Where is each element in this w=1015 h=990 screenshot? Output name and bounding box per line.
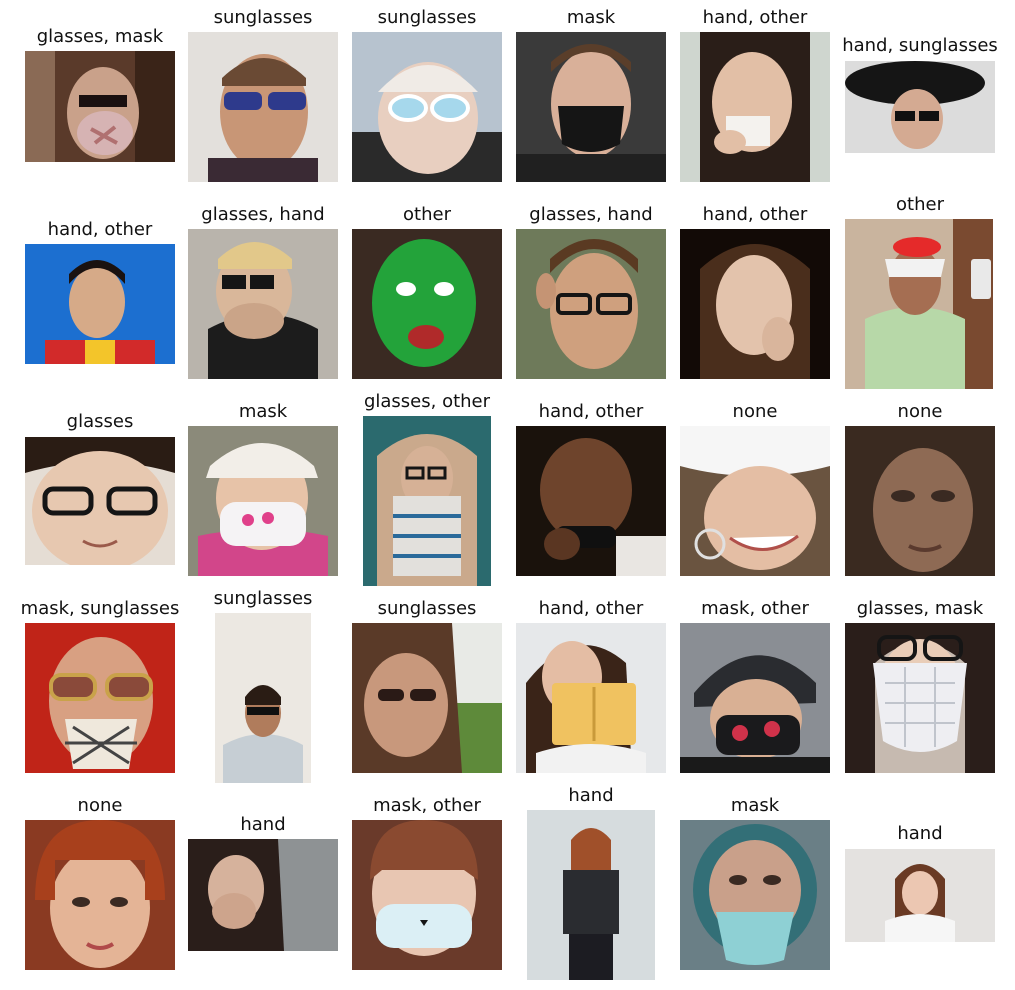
face-label: mask bbox=[730, 795, 780, 816]
face-photo bbox=[215, 613, 311, 783]
face-photo bbox=[516, 229, 666, 379]
face-photo bbox=[845, 849, 995, 942]
face-photo bbox=[680, 32, 830, 182]
face-label: none bbox=[77, 795, 123, 816]
face-label: none bbox=[732, 401, 778, 422]
face-label: hand, other bbox=[47, 219, 153, 240]
face-label: hand bbox=[240, 814, 286, 835]
face-photo bbox=[352, 32, 502, 182]
face-label: mask, other bbox=[701, 598, 809, 619]
face-photo bbox=[188, 839, 338, 951]
face-label: glasses, mask bbox=[856, 598, 984, 619]
face-photo bbox=[25, 437, 175, 565]
face-label: mask, sunglasses bbox=[20, 598, 180, 619]
face-label: mask, other bbox=[373, 795, 481, 816]
face-label: glasses, hand bbox=[529, 204, 653, 225]
face-photo bbox=[680, 229, 830, 379]
face-label: hand bbox=[568, 785, 614, 806]
face-photo bbox=[25, 623, 175, 773]
face-label: sunglasses bbox=[377, 7, 477, 28]
face-photo bbox=[516, 426, 666, 576]
face-label: other bbox=[896, 194, 944, 215]
face-photo bbox=[845, 219, 993, 389]
face-photo bbox=[516, 623, 666, 773]
face-photo bbox=[680, 623, 830, 773]
face-label: hand, other bbox=[702, 7, 808, 28]
face-label: mask bbox=[238, 401, 288, 422]
face-photo bbox=[845, 623, 995, 773]
face-photo bbox=[352, 820, 502, 970]
face-label: glasses, hand bbox=[201, 204, 325, 225]
face-photo bbox=[188, 426, 338, 576]
face-photo bbox=[516, 32, 666, 182]
face-label: none bbox=[897, 401, 943, 422]
face-label: hand bbox=[897, 823, 943, 844]
face-label: mask bbox=[566, 7, 616, 28]
face-photo bbox=[25, 51, 175, 162]
face-label: hand, other bbox=[702, 204, 808, 225]
face-photo bbox=[527, 810, 655, 980]
face-photo bbox=[845, 426, 995, 576]
face-label: sunglasses bbox=[377, 598, 477, 619]
face-photo bbox=[352, 229, 502, 379]
face-photo bbox=[680, 426, 830, 576]
face-label: glasses bbox=[66, 411, 134, 432]
face-label: other bbox=[403, 204, 451, 225]
face-label: hand, sunglasses bbox=[842, 35, 998, 56]
face-photo bbox=[25, 244, 175, 364]
face-photo bbox=[352, 623, 502, 773]
face-label: glasses, mask bbox=[36, 26, 164, 47]
face-label: sunglasses bbox=[213, 7, 313, 28]
face-photo bbox=[188, 229, 338, 379]
face-photo bbox=[363, 416, 491, 586]
face-photo bbox=[680, 820, 830, 970]
face-photo bbox=[25, 820, 175, 970]
face-photo bbox=[845, 61, 995, 153]
face-label: glasses, other bbox=[363, 391, 491, 412]
face-photo bbox=[188, 32, 338, 182]
face-label: hand, other bbox=[538, 598, 644, 619]
face-label: sunglasses bbox=[213, 588, 313, 609]
face-label: hand, other bbox=[538, 401, 644, 422]
